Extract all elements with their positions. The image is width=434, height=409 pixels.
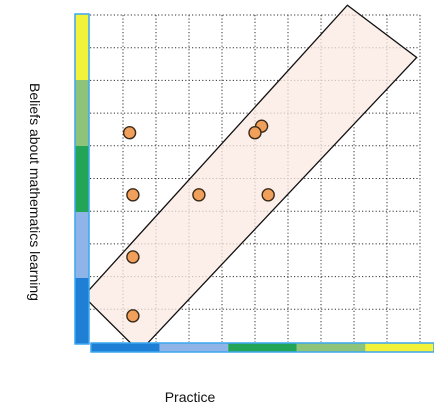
- data-point: [261, 188, 275, 202]
- x-axis-color-segment: [365, 343, 434, 352]
- y-axis-color-segment: [75, 278, 89, 344]
- x-axis-color-segment: [91, 343, 160, 352]
- data-points: [122, 119, 275, 323]
- y-axis-color-segment: [75, 14, 89, 80]
- data-point: [122, 126, 137, 140]
- x-axis-color-segment: [228, 343, 297, 352]
- data-point: [126, 188, 140, 202]
- y-axis-color-segment: [75, 80, 89, 146]
- y-axis-color-segment: [75, 146, 89, 212]
- data-point: [248, 126, 262, 140]
- axes: [74, 13, 434, 353]
- x-axis-color-segment: [296, 343, 366, 352]
- data-point: [192, 188, 206, 202]
- x-axis-color-segment: [159, 343, 229, 352]
- trend-band: [82, 4, 418, 353]
- data-point: [126, 250, 140, 264]
- y-axis-color-segment: [75, 212, 89, 278]
- y-axis-label: Beliefs about mathematics learning: [27, 83, 43, 301]
- x-axis-label: Practice: [165, 389, 216, 405]
- x-axis-line: [90, 342, 434, 353]
- y-axis-line: [74, 13, 90, 345]
- data-point: [126, 309, 140, 323]
- trend-band-rect: [82, 4, 418, 353]
